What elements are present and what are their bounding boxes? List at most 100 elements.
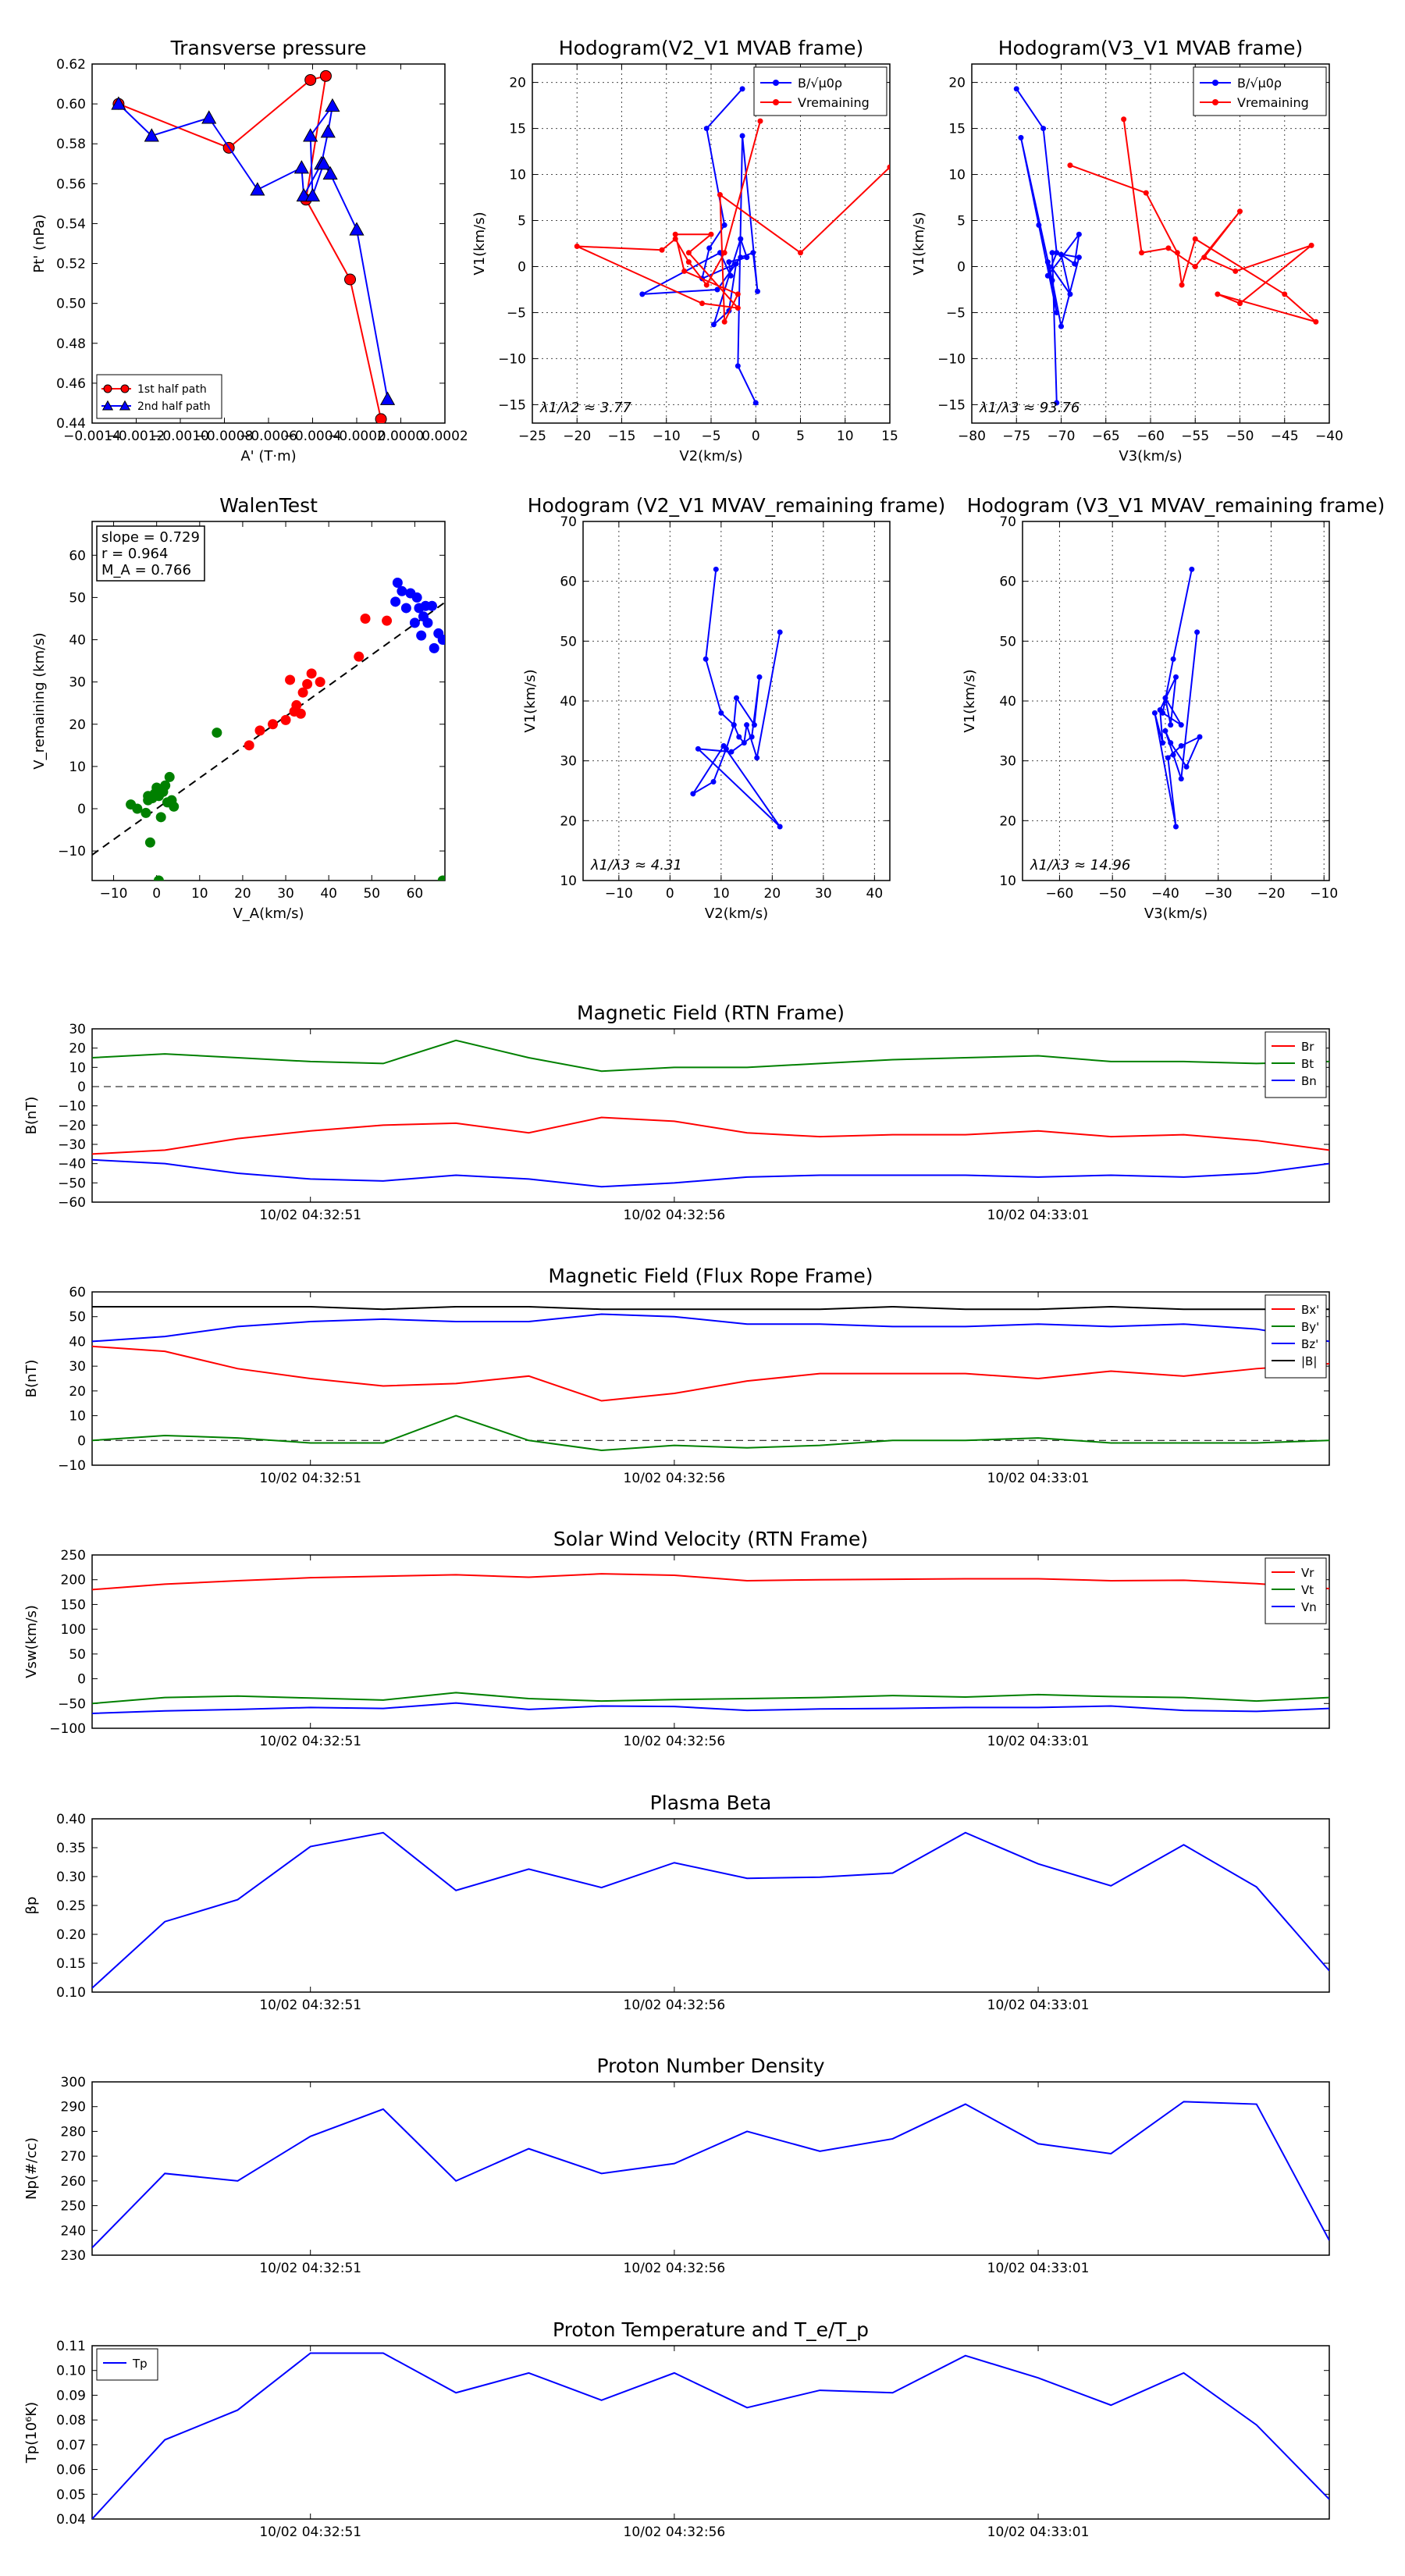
y-tick-label: −10	[58, 1099, 86, 1115]
data-point	[734, 695, 739, 701]
y-tick-label: 0.50	[56, 297, 86, 312]
y-tick-label: 10	[509, 168, 526, 183]
legend-label: Vremaining	[1237, 95, 1309, 110]
y-tick-label: 10	[69, 1409, 86, 1425]
plot-bfr: 10/02 04:32:51 10/02 04:32:56 10/02 04:33:…	[23, 1265, 1330, 1486]
data-point	[744, 254, 750, 261]
data-point	[659, 247, 665, 253]
data-point	[681, 268, 688, 274]
y-tick-label: 40	[69, 633, 86, 649]
data-point	[1121, 116, 1127, 123]
legend-label: Vremaining	[798, 95, 870, 110]
data-point	[1170, 752, 1176, 758]
series-2nd-half-path	[111, 96, 396, 405]
y-tick-label: 0.54	[56, 216, 86, 232]
data-point	[400, 603, 411, 614]
x-tick-label: −60	[1136, 429, 1165, 444]
data-point	[155, 812, 166, 823]
data-point	[1160, 740, 1166, 746]
series-line-b	[92, 1306, 1329, 1311]
data-point	[319, 69, 332, 82]
data-point	[755, 288, 761, 294]
series-red	[244, 613, 393, 751]
data-point	[291, 699, 302, 710]
y-tick-label: −100	[49, 1721, 86, 1737]
series-1st-half-path	[112, 69, 387, 423]
legend: Vr Vt Vn	[1264, 1557, 1327, 1624]
plot-tp: −0.0014−0.0012−0.0010−0.0008−0.0006−0.00…	[31, 37, 468, 464]
y-axis-label: V1(km/s)	[911, 212, 927, 275]
y-tick-label: −5	[507, 305, 526, 321]
data-point	[1237, 301, 1243, 307]
data-point	[268, 719, 279, 730]
y-tick-label: 50	[999, 634, 1016, 649]
data-point	[354, 651, 365, 662]
series-b-0-	[639, 86, 761, 406]
legend-label: Bx'	[1301, 1303, 1319, 1317]
y-tick-label: 20	[69, 717, 86, 733]
data-point	[685, 259, 692, 265]
x-tick-label: −20	[1257, 886, 1286, 902]
chart-title: Solar Wind Velocity (RTN Frame)	[553, 1528, 868, 1550]
axes-frame	[91, 1028, 1330, 1203]
legend: B/√μ0ρ Vremaining	[753, 66, 887, 116]
y-tick-label: −5	[946, 305, 966, 321]
x-tick-label: 10/02 04:32:51	[259, 1998, 361, 2013]
legend-label: |B|	[1301, 1354, 1317, 1368]
data-point	[360, 613, 371, 624]
data-point	[325, 98, 340, 112]
data-point	[320, 124, 336, 138]
eigen-ratio-annotation: λ1/λ3 ≈ 4.31	[590, 857, 682, 873]
legend: Br Bt Bn	[1264, 1031, 1327, 1098]
data-point	[1054, 250, 1060, 256]
series-line	[1154, 569, 1202, 827]
data-point	[1018, 134, 1024, 141]
x-axis-label: V2(km/s)	[679, 448, 742, 464]
x-tick-label: 10/02 04:32:56	[624, 2524, 726, 2540]
x-tick-label: 10/02 04:32:51	[259, 2261, 361, 2276]
stats-line: r = 0.964	[101, 546, 168, 562]
data-layer	[92, 2101, 1329, 2249]
data-layer	[1013, 86, 1319, 406]
x-tick-label: 10/02 04:32:51	[259, 1471, 361, 1486]
x-tick-label: −5	[701, 429, 720, 444]
data-point	[1036, 222, 1042, 228]
data-point	[735, 305, 741, 311]
data-layer	[111, 69, 396, 423]
legend-label: Bn	[1301, 1074, 1317, 1088]
series-v	[690, 566, 783, 830]
data-point	[392, 577, 403, 588]
series-green	[126, 728, 445, 881]
y-tick-label: −15	[498, 397, 526, 413]
data-point	[1067, 162, 1073, 169]
data-point	[1168, 740, 1174, 746]
data-point	[1192, 236, 1198, 242]
data-point	[1201, 254, 1208, 261]
y-tick-label: 0.10	[56, 1985, 86, 2001]
chart-title: Proton Number Density	[597, 2055, 825, 2077]
x-tick-label: 0	[752, 429, 760, 444]
data-point	[303, 128, 318, 142]
x-tick-label: −50	[1098, 886, 1126, 902]
data-point	[1165, 245, 1172, 251]
y-tick-label: 0.60	[56, 97, 86, 112]
y-tick-label: 0.07	[56, 2438, 86, 2453]
data-point	[1139, 250, 1145, 256]
data-point	[703, 126, 710, 132]
x-tick-label: −60	[1045, 886, 1073, 902]
legend-box	[96, 374, 222, 419]
legend: 1st half path 2nd half path	[96, 374, 222, 419]
data-point	[756, 674, 763, 680]
data-point	[1058, 251, 1064, 258]
data-point	[744, 722, 750, 728]
y-tick-label: 30	[69, 1022, 86, 1037]
y-tick-label: 60	[69, 1285, 86, 1300]
data-point	[250, 182, 265, 196]
y-tick-label: 150	[61, 1597, 86, 1613]
data-point	[1168, 722, 1174, 728]
y-tick-label: 60	[69, 548, 86, 564]
data-point	[1178, 776, 1184, 782]
